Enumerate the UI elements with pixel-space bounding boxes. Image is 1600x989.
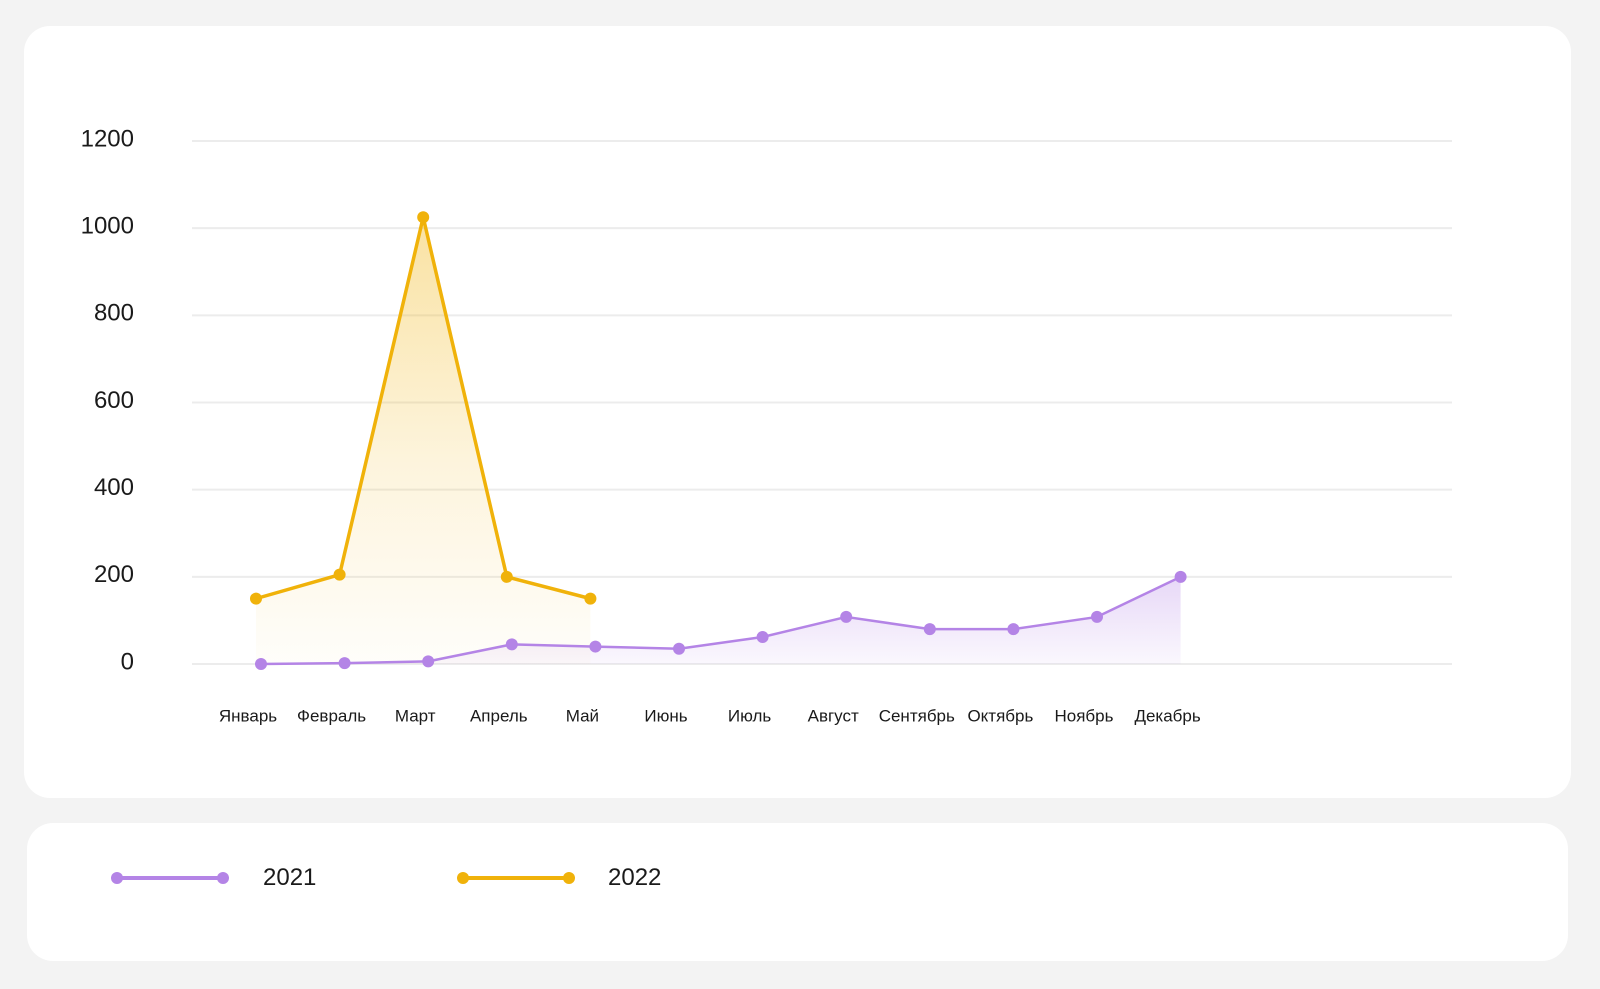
y-tick-label: 200 [94,561,134,588]
data-point-2021[interactable] [1007,623,1020,636]
legend-label-2022: 2022 [608,864,662,891]
x-tick-label: Апрель [470,706,528,725]
legend-swatch-dot [111,872,123,884]
data-point-2021[interactable] [1174,570,1187,583]
data-point-2021[interactable] [923,623,936,636]
x-tick-label: Июнь [644,706,687,725]
y-tick-label: 1200 [81,125,134,152]
x-axis-ticks: Январь Февраль Март Апрель Май Июнь Июль Август… [219,706,1201,725]
y-tick-label: 800 [94,300,134,327]
data-point-2021[interactable] [589,640,602,653]
data-point-2022[interactable] [500,570,513,583]
legend-swatch-dot [217,872,229,884]
x-tick-label: Январь [219,706,277,725]
y-tick-label: 0 [121,648,134,675]
x-tick-label: Март [395,706,436,725]
x-tick-label: Сентябрь [879,706,955,725]
y-tick-label: 1000 [81,213,134,240]
legend: 2021 2022 [27,823,1568,961]
y-tick-label: 400 [94,474,134,501]
data-point-2021[interactable] [338,657,351,670]
series-line-2021 [259,575,1182,666]
data-point-2021[interactable] [673,642,685,655]
x-tick-label: Ноябрь [1055,706,1114,725]
legend-label-2021: 2021 [263,864,317,891]
legend-swatch-2021 [111,872,229,884]
y-tick-label: 600 [94,387,134,414]
data-point-2021[interactable] [422,655,435,668]
data-point-2022[interactable] [333,568,346,581]
series-area-2021 [261,576,1181,664]
x-tick-label: Октябрь [967,706,1033,725]
y-axis-ticks: 0 200 400 600 800 1000 1200 [81,125,134,675]
series-area-2022 [256,217,591,665]
x-tick-label: Август [808,706,859,725]
x-tick-label: Февраль [297,706,366,725]
series-points [250,211,1187,670]
legend-swatch-2022 [457,872,575,884]
data-point-2021[interactable] [1091,610,1103,623]
data-point-2021[interactable] [840,610,853,623]
x-tick-label: Декабрь [1134,706,1200,725]
data-point-2022[interactable] [417,211,430,224]
legend-swatch-dot [563,872,575,884]
data-point-2021[interactable] [756,630,769,643]
series-areas [256,217,1181,665]
data-point-2022[interactable] [250,592,262,605]
data-point-2021[interactable] [255,658,267,670]
legend-swatch-dot [457,872,469,884]
chart-card: 0 200 400 600 800 1000 1200 Январь Февраль Март А… [24,26,1571,798]
data-point-2021[interactable] [505,638,518,651]
x-tick-label: Май [566,706,599,725]
line-chart: 0 200 400 600 800 1000 1200 Январь Февраль Март А… [81,125,1452,725]
x-tick-label: Июль [728,706,772,725]
data-point-2022[interactable] [584,592,597,605]
